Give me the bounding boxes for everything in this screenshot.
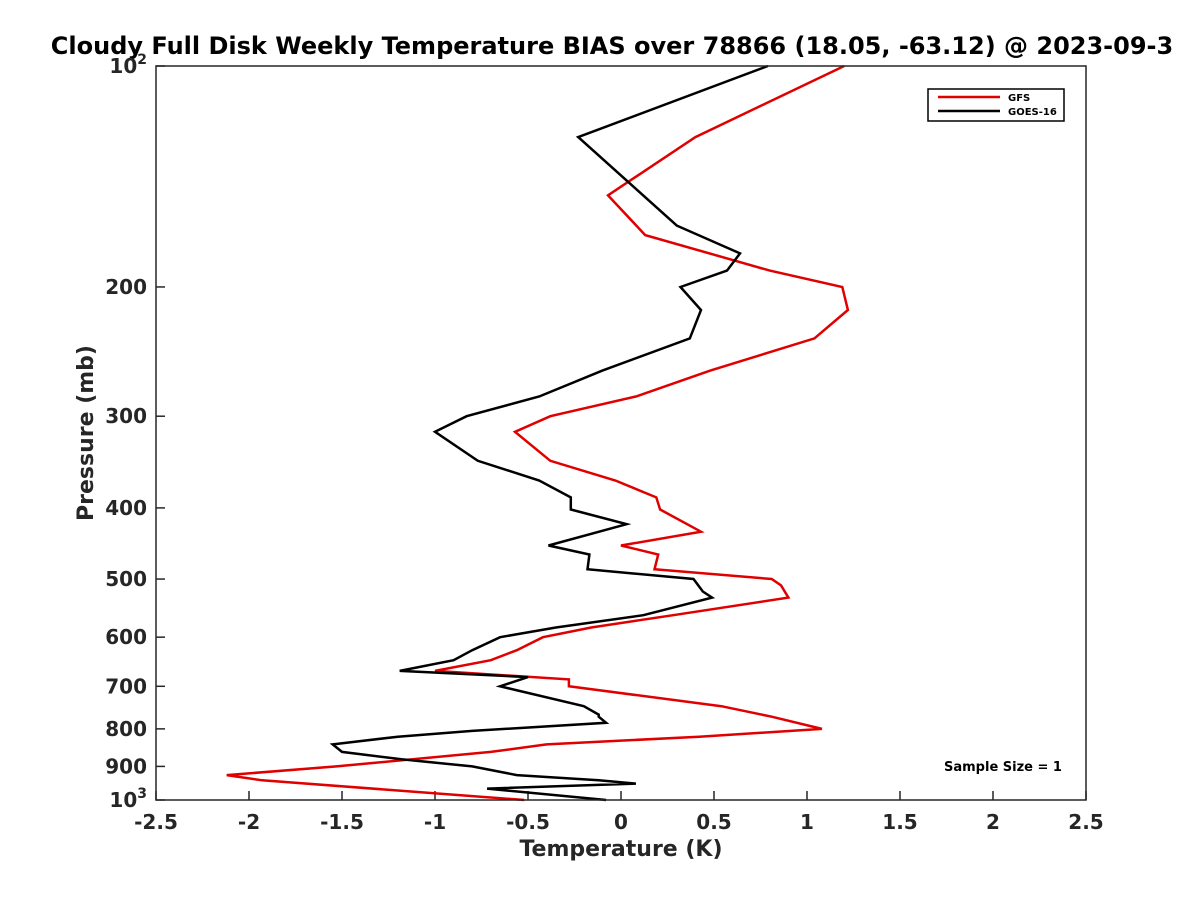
x-tick-label: 1 — [800, 810, 814, 834]
series-layer — [226, 64, 850, 802]
legend-box — [927, 88, 1065, 122]
y-tick-label: 500 — [105, 567, 147, 591]
x-tick-label: 2 — [986, 810, 1000, 834]
y-tick-label: 900 — [105, 754, 147, 778]
x-tick-label: -0.5 — [506, 810, 550, 834]
x-tick-label: 0 — [614, 810, 628, 834]
x-tick-label: -2.5 — [134, 810, 178, 834]
y-tick-base: 10 — [109, 788, 137, 812]
x-tick-label: 1.5 — [882, 810, 917, 834]
y-tick-exponent: 2 — [137, 52, 147, 68]
y-tick-label: 400 — [105, 496, 147, 520]
y-tick-label: 103 — [109, 786, 147, 812]
y-tick-label: 200 — [105, 275, 147, 299]
plot-area-frame — [155, 65, 1087, 801]
y-tick-label: 800 — [105, 717, 147, 741]
y-tick-label: 102 — [109, 52, 147, 78]
legend-label: GFS — [1008, 93, 1030, 104]
x-tick-label: -1.5 — [320, 810, 364, 834]
y-axis-label: Pressure (mb) — [74, 345, 99, 521]
x-axis-label: Temperature (K) — [519, 837, 722, 862]
x-tick-label: 0.5 — [696, 810, 731, 834]
chart-title: Cloudy Full Disk Weekly Temperature BIAS… — [51, 32, 1173, 60]
x-axis-ticks: -2.5 -2 -1.5 -1 -0.5 0 0.5 1 1.5 2 2.5 — [134, 791, 1104, 834]
y-tick-label: 600 — [105, 625, 147, 649]
series-line-goes-16 — [329, 64, 769, 802]
y-tick-exponent: 3 — [137, 786, 147, 802]
series-line-gfs — [226, 64, 850, 802]
y-tick-label: 300 — [105, 404, 147, 428]
y-tick-label: 700 — [105, 674, 147, 698]
y-tick-base: 10 — [109, 54, 137, 78]
legend-label: GOES-16 — [1008, 107, 1057, 118]
x-tick-label: -2 — [238, 810, 260, 834]
x-tick-label: 2.5 — [1068, 810, 1103, 834]
sample-size-annotation: Sample Size = 1 — [944, 760, 1062, 775]
x-tick-label: -1 — [424, 810, 446, 834]
legend: GFS GOES-16 — [927, 88, 1065, 122]
